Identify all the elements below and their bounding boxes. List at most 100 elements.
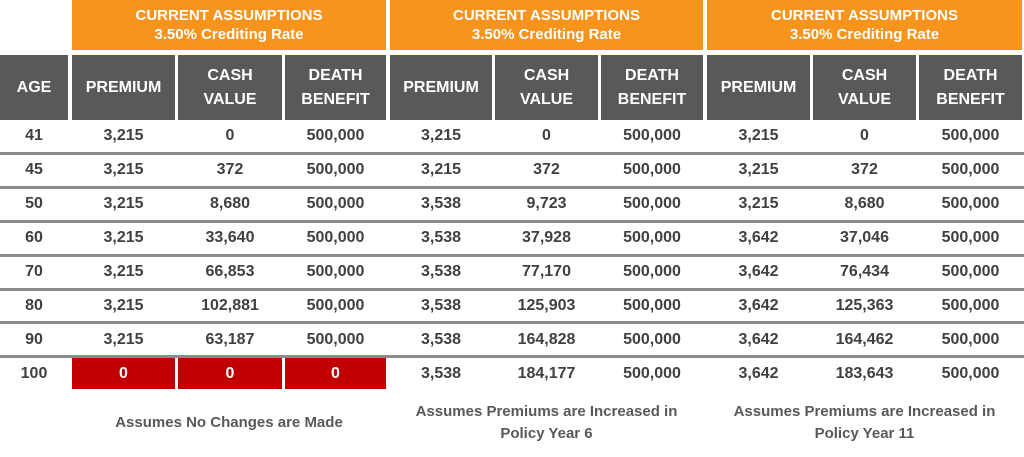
age-cell: 80 [25, 296, 43, 314]
value-cell: 500,000 [941, 195, 1000, 213]
value-cell: 3,642 [738, 263, 779, 281]
group-subtitle: 3.50% Crediting Rate [789, 26, 940, 43]
group-subtitle: 3.50% Crediting Rate [154, 26, 304, 43]
column-header: CASH VALUE [178, 55, 282, 120]
value-cell: 500,000 [306, 296, 365, 314]
value-cell: 500,000 [941, 229, 1000, 247]
value-cell: 500,000 [941, 330, 1000, 348]
value-cell: 3,215 [420, 161, 462, 179]
column-header: DEATH BENEFIT [601, 55, 703, 120]
value-cell: 500,000 [941, 127, 1000, 145]
value-cell: 3,215 [103, 330, 144, 348]
group-subtitle: 3.50% Crediting Rate [471, 26, 622, 43]
value-cell: 125,903 [517, 296, 576, 314]
value-cell: 0 [178, 358, 282, 390]
value-cell: 3,215 [420, 127, 462, 145]
column-header: DEATH BENEFIT [285, 55, 386, 120]
value-cell: 0 [72, 358, 175, 390]
value-cell: 3,215 [103, 296, 144, 314]
value-cell: 3,538 [420, 296, 462, 314]
column-header: PREMIUM [390, 55, 492, 120]
value-cell: 102,881 [201, 296, 259, 314]
value-cell: 372 [216, 161, 244, 179]
value-cell: 8,680 [844, 195, 885, 213]
value-cell: 63,187 [205, 330, 255, 348]
group-header: CURRENT ASSUMPTIONS 3.50% Crediting Rate [390, 0, 703, 50]
group-title: CURRENT ASSUMPTIONS [453, 7, 640, 24]
age-cell: 45 [25, 161, 43, 179]
value-cell: 3,642 [738, 364, 779, 382]
row-separator [0, 253, 1024, 257]
value-cell: 500,000 [306, 195, 365, 213]
value-cell: 500,000 [306, 330, 365, 348]
value-cell: 66,853 [205, 263, 255, 281]
value-cell: 3,642 [738, 229, 779, 247]
value-cell: 500,000 [306, 127, 365, 145]
value-cell: 500,000 [306, 229, 365, 247]
age-cell: 41 [25, 127, 43, 145]
value-cell: 0 [225, 127, 235, 145]
value-cell: 9,723 [526, 195, 567, 213]
row-separator [0, 185, 1024, 189]
value-cell: 125,363 [835, 296, 894, 314]
age-cell: 100 [20, 364, 48, 382]
row-separator [0, 321, 1024, 325]
value-cell: 0 [542, 127, 551, 145]
column-header: PREMIUM [72, 55, 175, 120]
value-cell: 372 [851, 161, 878, 179]
value-cell: 500,000 [306, 161, 365, 179]
value-cell: 3,215 [103, 161, 144, 179]
value-cell: 8,680 [209, 195, 251, 213]
age-cell: 70 [25, 263, 43, 281]
age-cell: 60 [25, 229, 43, 247]
value-cell: 3,538 [420, 229, 462, 247]
age-cell: 90 [25, 330, 43, 348]
value-cell: 500,000 [941, 296, 1000, 314]
value-cell: 500,000 [623, 127, 681, 145]
group-note: Assumes No Changes are Made [115, 413, 343, 431]
value-cell: 500,000 [623, 330, 681, 348]
column-header: CASH VALUE [495, 55, 598, 120]
value-cell: 500,000 [941, 364, 1000, 382]
value-cell: 500,000 [623, 296, 681, 314]
row-separator [0, 287, 1024, 291]
value-cell: 500,000 [623, 364, 681, 382]
column-header: AGE [0, 55, 68, 120]
value-cell: 3,538 [420, 195, 462, 213]
value-cell: 37,046 [840, 229, 889, 247]
value-cell: 3,642 [738, 330, 779, 348]
value-cell: 77,170 [522, 263, 571, 281]
age-cell: 50 [25, 195, 43, 213]
value-cell: 3,215 [738, 195, 779, 213]
value-cell: 183,643 [835, 364, 894, 382]
column-header: DEATH BENEFIT [919, 55, 1022, 120]
value-cell: 3,215 [103, 263, 144, 281]
row-separator [0, 355, 1024, 359]
group-note: Assumes Premiums are Increased in Policy… [733, 402, 996, 442]
value-cell: 3,642 [738, 296, 779, 314]
value-cell: 500,000 [941, 161, 1000, 179]
group-header: CURRENT ASSUMPTIONS 3.50% Crediting Rate [72, 0, 386, 50]
column-header: PREMIUM [707, 55, 810, 120]
value-cell: 33,640 [205, 229, 255, 247]
group-note: Assumes Premiums are Increased in Policy… [415, 402, 678, 442]
value-cell: 37,928 [522, 229, 571, 247]
group-title: CURRENT ASSUMPTIONS [135, 7, 323, 24]
column-header: CASH VALUE [813, 55, 916, 120]
value-cell: 500,000 [623, 195, 681, 213]
group-header: CURRENT ASSUMPTIONS 3.50% Crediting Rate [707, 0, 1022, 50]
value-cell: 164,828 [517, 330, 576, 348]
value-cell: 0 [285, 358, 386, 390]
value-cell: 184,177 [517, 364, 576, 382]
value-cell: 372 [533, 161, 560, 179]
row-separator [0, 219, 1024, 223]
value-cell: 164,462 [835, 330, 894, 348]
value-cell: 500,000 [941, 263, 1000, 281]
value-cell: 3,215 [103, 127, 144, 145]
row-separator [0, 151, 1024, 155]
value-cell: 0 [860, 127, 869, 145]
value-cell: 500,000 [623, 229, 681, 247]
value-cell: 500,000 [623, 161, 681, 179]
value-cell: 3,215 [738, 127, 779, 145]
